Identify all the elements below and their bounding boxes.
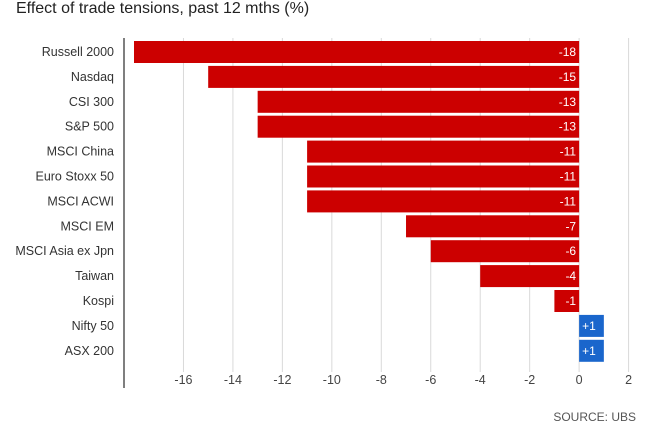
bar bbox=[430, 240, 580, 263]
category-labels: Russell 2000 Nasdaq CSI 300 S&P 500 MSCI Chi… bbox=[15, 45, 114, 358]
data-label: -15 bbox=[559, 70, 577, 84]
category-label: Nasdaq bbox=[71, 70, 114, 84]
bar bbox=[307, 140, 580, 163]
data-label: -13 bbox=[559, 120, 577, 134]
data-label: -18 bbox=[559, 45, 577, 59]
data-label: -11 bbox=[560, 194, 577, 208]
x-tick-label: -14 bbox=[224, 373, 242, 387]
category-label: MSCI China bbox=[47, 145, 114, 159]
bar bbox=[134, 41, 580, 63]
data-label: -11 bbox=[560, 170, 577, 184]
data-label: -4 bbox=[565, 269, 576, 283]
data-label: +1 bbox=[582, 319, 596, 333]
category-label: S&P 500 bbox=[65, 120, 114, 134]
category-label: Nifty 50 bbox=[72, 319, 114, 333]
x-tick-label: -12 bbox=[273, 373, 291, 387]
x-tick-label: 2 bbox=[625, 373, 632, 387]
bar bbox=[554, 290, 580, 312]
category-label: Euro Stoxx 50 bbox=[35, 170, 114, 184]
bar bbox=[208, 65, 580, 88]
x-tick-label: -4 bbox=[475, 373, 486, 387]
x-tick-label: 0 bbox=[576, 373, 583, 387]
data-label: -7 bbox=[565, 219, 576, 233]
category-label: Kospi bbox=[83, 294, 114, 308]
category-label: MSCI Asia ex Jpn bbox=[15, 244, 114, 258]
bars: -18 -15 -13 -13 -11 -11 -11 -7 -6 -4 -1 +1 +1 bbox=[134, 41, 604, 362]
data-label: -11 bbox=[560, 145, 577, 159]
x-tick-label: -16 bbox=[174, 373, 192, 387]
x-tick-label: -8 bbox=[376, 373, 387, 387]
category-label: CSI 300 bbox=[69, 95, 114, 109]
source-note: SOURCE: UBS bbox=[553, 410, 636, 424]
bar bbox=[579, 339, 604, 362]
category-label: MSCI EM bbox=[61, 219, 114, 233]
category-label: MSCI ACWI bbox=[47, 194, 114, 208]
x-tick-label: -2 bbox=[524, 373, 535, 387]
x-tick-label: -6 bbox=[425, 373, 436, 387]
bar bbox=[480, 265, 580, 288]
category-label: ASX 200 bbox=[65, 344, 114, 358]
bar bbox=[257, 90, 580, 113]
category-label: Taiwan bbox=[75, 269, 114, 283]
bar bbox=[579, 314, 604, 337]
bar bbox=[406, 215, 580, 238]
bar bbox=[307, 190, 580, 213]
bar bbox=[307, 165, 580, 188]
data-label: -13 bbox=[559, 95, 577, 109]
data-label: -1 bbox=[565, 294, 576, 308]
data-label: -6 bbox=[565, 244, 576, 258]
data-label: +1 bbox=[582, 344, 596, 358]
chart-title: Effect of trade tensions, past 12 mths (… bbox=[16, 0, 310, 17]
x-tick-labels: -16 -14 -12 -10 -8 -6 -4 -2 0 2 bbox=[174, 373, 632, 387]
bar bbox=[257, 115, 580, 138]
category-label: Russell 2000 bbox=[42, 45, 114, 59]
x-tick-label: -10 bbox=[323, 373, 341, 387]
